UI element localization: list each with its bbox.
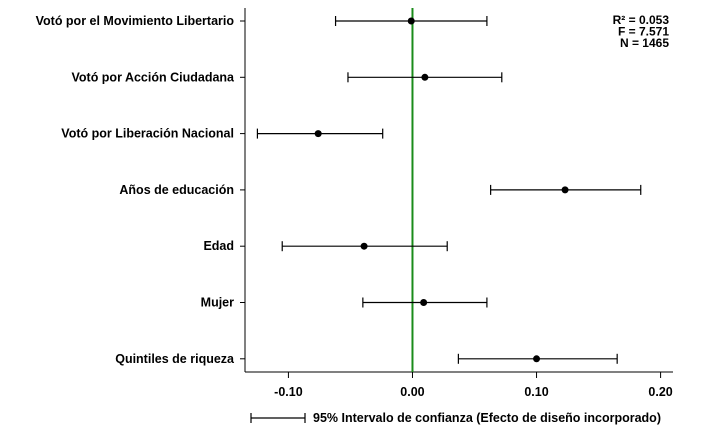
category-label: Votó por Acción Ciudadana [71,70,235,84]
stat-label: F = 7.571 [618,25,669,39]
stat-label: N = 1465 [620,36,669,50]
legend-label: 95% Intervalo de confianza (Efecto de di… [313,411,661,425]
x-tick-label: -0.10 [274,385,303,399]
x-tick-label: 0.20 [648,385,672,399]
point-estimate [420,299,428,306]
point-estimate [314,130,322,138]
point-estimate [533,355,541,363]
category-label: Votó por el Movimiento Libertario [36,14,235,28]
category-label: Años de educación [119,183,234,197]
x-tick-label: 0.00 [400,385,424,399]
point-estimate [561,186,569,194]
category-label: Votó por Liberación Nacional [61,127,234,141]
point-estimate [360,242,368,250]
stat-label: R² = 0.053 [613,13,670,27]
point-estimate [407,17,415,25]
category-label: Mujer [201,296,234,310]
category-label: Quintiles de riqueza [115,352,235,366]
category-label: Edad [203,239,234,253]
x-tick-label: 0.10 [524,385,548,399]
point-estimate [421,73,429,81]
